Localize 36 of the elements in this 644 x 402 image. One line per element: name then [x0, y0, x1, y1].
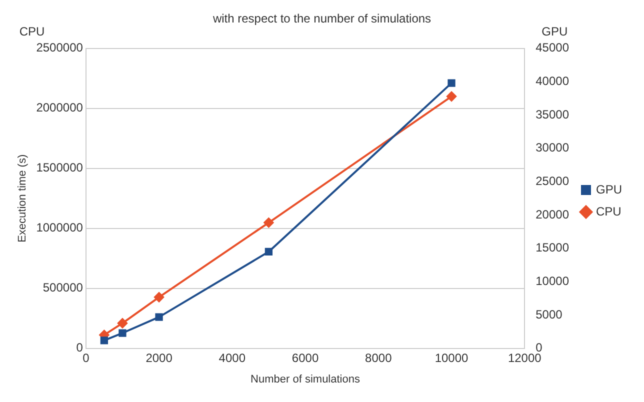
point	[446, 91, 457, 102]
point	[117, 318, 128, 328]
y2-tick-label: 45000	[536, 40, 570, 55]
y-axis-title: Execution time (s)	[16, 154, 29, 242]
point	[264, 218, 274, 228]
x-tick-label: 10000	[434, 350, 469, 365]
y2-tick-label: 10000	[536, 274, 570, 288]
point	[100, 336, 108, 344]
y2-tick-label: 25000	[536, 174, 570, 188]
point	[264, 248, 273, 256]
point	[118, 329, 126, 337]
y-tick-label: 1500000	[36, 160, 84, 175]
y2-tick-label: 15000	[536, 240, 570, 255]
y-tick-label: 2000000	[36, 100, 84, 115]
y-tick-label: 500000	[42, 280, 84, 295]
y2-tick-label: 5000	[536, 307, 563, 322]
x-tick-label: 8000	[365, 350, 392, 365]
x-tick-label: 2000	[146, 350, 173, 365]
legend-label: GPU	[596, 182, 622, 196]
y2-tick-label: 35000	[536, 107, 570, 122]
y2-tick-label: 20000	[536, 207, 570, 222]
y2-axis-title: GPU	[542, 24, 568, 39]
point	[155, 313, 163, 321]
y-tick-label: 0	[76, 340, 84, 355]
point	[448, 79, 456, 87]
x-axis-title: Number of simulations	[250, 373, 360, 386]
y2-tick-label: 30000	[536, 140, 570, 155]
legend-label: CPU	[596, 204, 622, 218]
text: CPU	[19, 24, 45, 39]
chart-title: with respect to the number of simulations	[212, 12, 432, 26]
y2-tick-label: 40000	[536, 74, 570, 88]
x-tick-label: 6000	[292, 350, 319, 365]
point	[154, 292, 164, 302]
y-tick-label: 2500000	[36, 40, 84, 55]
x-tick-label: 4000	[218, 350, 246, 365]
y-tick-label: 1000000	[36, 220, 84, 235]
